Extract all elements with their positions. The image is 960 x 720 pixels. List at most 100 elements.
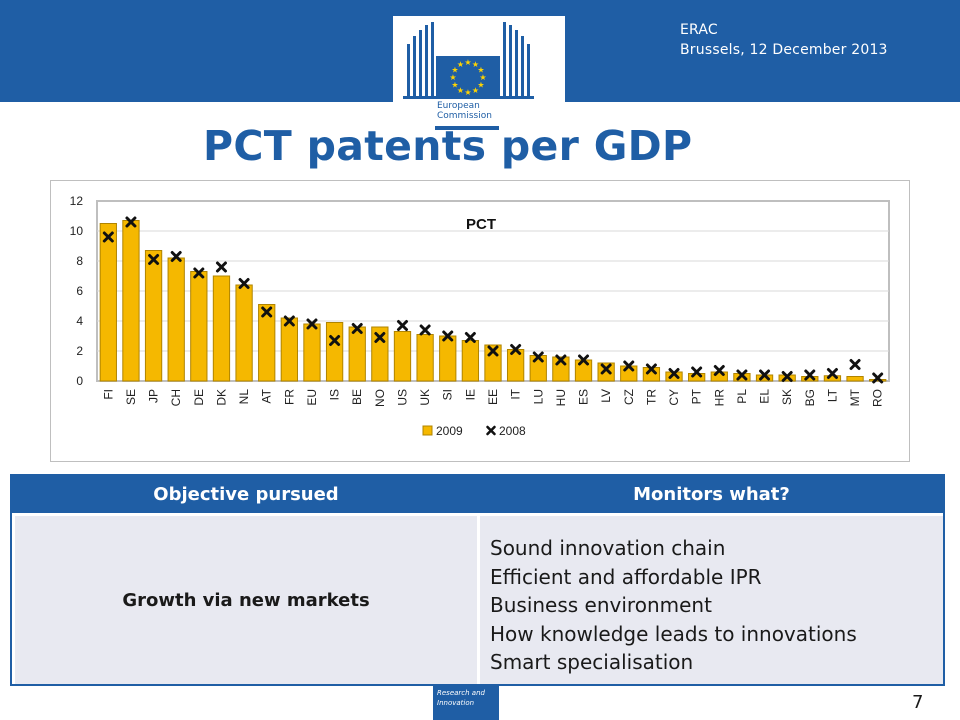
x-tick-label: CY	[667, 389, 681, 406]
x-tick-label: PL	[735, 389, 749, 404]
marker-2008	[193, 267, 205, 279]
x-tick-label: EE	[486, 389, 500, 405]
bar-2009	[280, 317, 298, 382]
eu-star-icon: ★	[464, 58, 471, 67]
x-tick-label: SK	[780, 389, 794, 405]
marker-2008	[238, 278, 250, 289]
x-tick-label: LV	[599, 389, 613, 403]
x-tick-label: LT	[825, 388, 839, 402]
x-tick-label: UK	[418, 389, 432, 406]
chart-title: PCT	[466, 216, 496, 233]
footer-badge: Research and Innovation	[433, 686, 499, 720]
marker-2008	[849, 359, 861, 370]
x-tick-label: SI	[441, 389, 455, 400]
x-tick-label: NL	[237, 389, 251, 405]
monitor-item: How knowledge leads to innovations	[490, 621, 857, 646]
marker-2008	[736, 369, 748, 381]
x-tick-label: LU	[531, 389, 545, 404]
y-tick-label: 6	[76, 284, 83, 298]
marker-2008	[374, 332, 386, 343]
slide-title: PCT patents per GDP	[203, 122, 693, 170]
bar-2009	[439, 335, 457, 382]
objectives-table: Objective pursued Monitors what? Growth …	[10, 474, 945, 686]
logo-text-line2: Commission	[437, 111, 492, 121]
bar-2009	[303, 323, 321, 382]
x-tick-label: DE	[192, 389, 206, 406]
marker-2008	[623, 360, 635, 372]
x-tick-label: JP	[147, 389, 161, 403]
legend-swatch-2008	[486, 425, 496, 436]
x-tick-label: PT	[690, 388, 704, 404]
bar-2009	[258, 304, 276, 382]
marker-2008	[826, 368, 838, 379]
footer-label-line1: Research and	[437, 689, 485, 697]
monitor-item: Business environment	[490, 593, 712, 617]
x-tick-label: HR	[712, 389, 726, 407]
monitor-item: Efficient and affordable IPR	[490, 564, 762, 589]
bar-2009	[506, 349, 525, 382]
x-tick-label: CZ	[622, 389, 636, 405]
eu-star-icon: ★	[477, 81, 484, 90]
bar-2009	[144, 250, 163, 382]
bar-2009	[122, 220, 140, 382]
chart-frame: 0 2 4 6 8 10 12 PCT FI SE JP CH DE DK NL AT FR EU IS BE NO US…	[50, 180, 910, 462]
marker-2008	[125, 216, 137, 228]
marker-2008	[578, 354, 590, 366]
x-tick-label: EU	[305, 389, 319, 406]
y-tick-label: 4	[76, 314, 83, 328]
monitors-cell: Sound innovation chain Efficient and aff…	[480, 516, 943, 684]
marker-2008	[396, 320, 408, 331]
event-name: ERAC	[680, 22, 718, 38]
marker-2008	[532, 351, 544, 363]
x-tick-label: BG	[803, 389, 817, 406]
bar-2009	[167, 257, 185, 382]
objective-text: Growth via new markets	[122, 589, 370, 611]
marker-2008	[759, 369, 771, 381]
bar-2009	[597, 362, 615, 382]
marker-2008	[555, 354, 567, 366]
marker-2008	[781, 371, 793, 382]
x-tick-label: BE	[350, 389, 364, 405]
y-tick-label: 10	[70, 224, 84, 238]
event-date-place: Brussels, 12 December 2013	[680, 42, 888, 58]
bar-2009	[529, 355, 547, 382]
marker-2008	[351, 323, 363, 334]
bar-2009	[710, 371, 728, 382]
eu-star-icon: ★	[449, 73, 456, 82]
x-tick-label: FI	[101, 389, 115, 400]
marker-2008	[283, 315, 295, 327]
x-tick-label: IT	[509, 388, 523, 399]
table-header-objective: Objective pursued	[12, 476, 480, 513]
marker-2008	[261, 306, 273, 318]
eu-star-icon: ★	[472, 60, 479, 69]
marker-2008	[804, 369, 816, 381]
bar-2009	[212, 275, 231, 382]
x-tick-label: RO	[871, 389, 885, 407]
monitors-list: Sound innovation chain Efficient and aff…	[490, 534, 857, 677]
eu-star-icon: ★	[464, 88, 471, 97]
marker-2008	[329, 335, 341, 346]
legend-label-2008: 2008	[499, 424, 526, 438]
bar-2009	[99, 223, 117, 382]
x-tick-label: NO	[373, 389, 387, 407]
bar-2009	[190, 271, 208, 382]
x-tick-label: DK	[214, 389, 228, 406]
marker-2008	[442, 330, 454, 342]
bar-2009	[371, 326, 389, 382]
eu-star-icon: ★	[479, 73, 486, 82]
marker-2008	[668, 368, 680, 379]
x-tick-label: TR	[644, 389, 658, 405]
marker-2008	[419, 324, 431, 336]
eu-star-icon: ★	[451, 81, 458, 90]
european-commission-logo: ★ ★ ★ ★ ★ ★ ★ ★ ★ ★ ★ ★ European Commission	[393, 16, 565, 133]
marker-2008	[600, 363, 612, 375]
y-tick-label: 0	[76, 374, 83, 388]
x-tick-label: IS	[328, 389, 342, 400]
eu-star-icon: ★	[451, 66, 458, 75]
legend-label-2009: 2009	[436, 424, 463, 438]
marker-2008	[148, 254, 160, 265]
marker-2008	[872, 372, 884, 384]
table-header-monitors: Monitors what?	[480, 476, 943, 513]
bar-2009	[461, 340, 480, 382]
marker-2008	[645, 363, 657, 375]
